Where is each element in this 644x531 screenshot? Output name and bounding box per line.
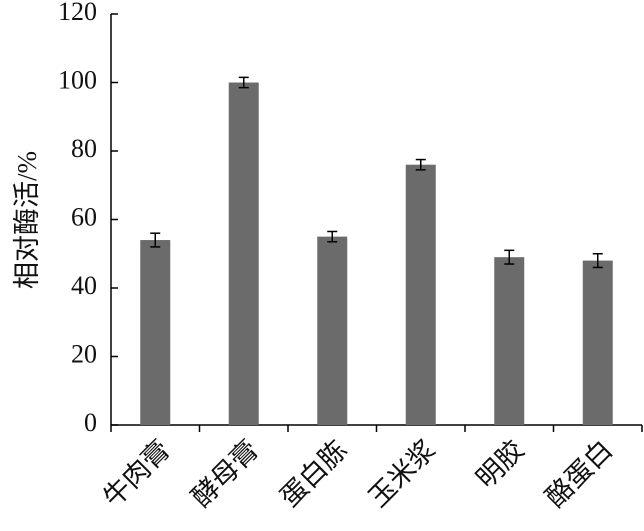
x-tick-label: 玉米浆 xyxy=(363,434,441,512)
x-tick-label: 牛肉膏 xyxy=(97,434,175,512)
y-tick-label: 100 xyxy=(58,65,97,94)
error-bar xyxy=(238,76,249,89)
bar xyxy=(228,82,259,425)
bar xyxy=(140,240,171,425)
error-bar xyxy=(327,230,338,243)
bar xyxy=(405,164,436,425)
error-bar xyxy=(150,232,161,248)
y-axis-label: 相对酶活/% xyxy=(12,151,42,289)
y-tick-label: 40 xyxy=(71,271,97,300)
y-tick-label: 80 xyxy=(71,134,97,163)
x-tick-label: 蛋白胨 xyxy=(274,434,352,512)
y-tick-label: 60 xyxy=(71,202,97,231)
bar xyxy=(317,236,348,425)
error-bar xyxy=(504,249,515,265)
y-tick-label: 20 xyxy=(71,339,97,368)
x-tick-label: 明胶 xyxy=(470,434,529,493)
bar xyxy=(582,260,613,425)
error-bar xyxy=(592,253,603,269)
bar xyxy=(494,257,525,425)
x-tick-label: 酪蛋白 xyxy=(540,434,618,512)
x-tick-label: 酵母膏 xyxy=(186,434,264,512)
y-tick-label: 120 xyxy=(58,0,97,26)
y-tick-label: 0 xyxy=(84,408,97,437)
error-bar xyxy=(415,158,426,171)
